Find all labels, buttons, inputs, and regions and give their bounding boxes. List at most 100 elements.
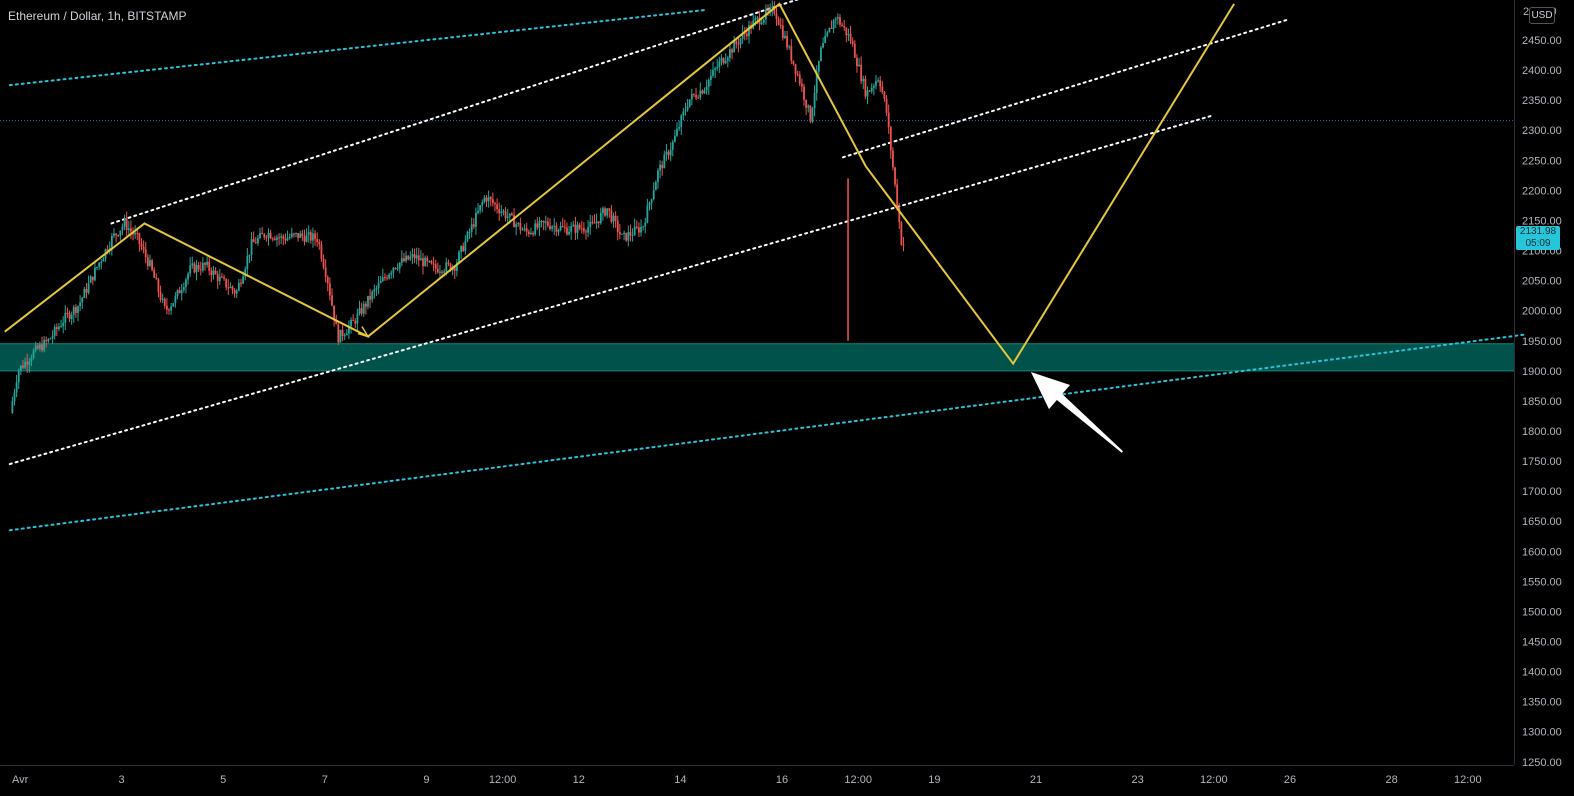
candle-body [68,313,71,320]
candle-body [51,335,54,339]
candle-body [820,47,822,61]
time-tick-label: 16 [776,774,788,786]
candle-body [521,229,524,231]
candle-body [248,254,251,257]
candle-body [673,135,676,142]
candle-body [155,277,158,280]
candle-body [483,197,486,203]
candle-body [193,263,196,273]
candle-body [257,238,259,244]
candle-body [195,264,198,273]
candle-body [282,236,285,239]
candle-body [53,327,56,336]
candle-body [85,288,88,293]
candle-body [208,261,211,271]
candle-body [182,287,185,291]
candle-body [773,6,776,14]
candle-body [684,109,687,112]
candle-body [106,249,109,251]
candle-body [168,309,170,311]
candle-body [369,295,371,300]
candle-body [707,79,710,87]
candle-body [709,75,712,80]
candle-body [341,329,344,337]
time-tick-label: 23 [1131,774,1143,786]
candle-body [312,233,314,241]
candle-body [432,263,435,265]
candle-body [813,93,816,109]
candle-body [197,264,200,270]
candle-body [898,207,901,223]
candle-body [151,260,153,270]
candle-body [176,290,179,297]
price-axis[interactable]: 2450.00 2400.00 2350.00 2300.00 2250.00 2200.… [1522,35,1562,769]
candle-body [458,251,460,263]
candle-body [417,255,420,261]
candle-body [663,154,666,169]
candle-body [665,151,668,155]
candle-body [269,232,272,239]
candle-body [91,276,94,281]
candle-body [273,238,276,240]
candle-body [731,49,733,53]
candle-body [333,305,336,321]
time-tick-label: 9 [423,774,429,786]
price-tick-label: 2200.00 [1522,185,1562,197]
candle-body [733,41,736,53]
candle-body [409,256,412,260]
candle-body [860,64,863,82]
candle-body [612,215,615,222]
candle-body [794,64,797,74]
candle-body [447,262,450,264]
candle-body [748,25,750,37]
price-tick-label: 2250.00 [1522,155,1562,167]
candle-body [877,80,879,82]
candle-body [261,232,264,235]
time-axis[interactable]: Avr 3 5 7 9 12:00 12 14 16 12:00 19 21 23 12:00 26 28 12… [12,774,1482,786]
candle-body [377,283,380,289]
candle-body [227,287,230,289]
candle-body [185,279,187,288]
candle-body [610,210,613,222]
candle-body [415,255,418,259]
currency-button[interactable]: USD [1529,7,1555,24]
candle-body [544,221,547,223]
candle-body [515,224,518,228]
candle-body [864,78,867,97]
candle-body [146,257,149,266]
candle-body [47,339,50,342]
candle-body [443,271,446,273]
candle-body [392,267,395,273]
candle-body [527,231,530,235]
candle-body [439,271,441,273]
candle-body [475,212,477,227]
candle-body [743,33,746,35]
candle-body [403,258,405,262]
candle-body [136,232,139,234]
candle-body [144,249,147,258]
candle-body [17,370,20,383]
candle-body [140,243,143,247]
symbol-legend[interactable]: Ethereum / Dollar, 1h, BITSTAMP [8,9,187,23]
candle-body [356,313,359,324]
candle-body [206,261,209,265]
candle-body [407,255,410,260]
candle-body [43,339,46,351]
candle-body [652,190,655,200]
candle-body [242,276,244,284]
candle-body [314,233,316,240]
candle-body [640,226,642,233]
candle-body [832,20,835,29]
candle-body [348,326,350,334]
candle-body [320,244,323,259]
candle-body [549,225,551,229]
candle-body [468,231,471,233]
candle-body [24,361,26,368]
candle-body [102,258,105,262]
candle-body [462,246,465,252]
candle-body [737,43,740,45]
candle-body [646,205,649,223]
price-tick-label: 1400.00 [1522,667,1562,679]
candle-body [89,276,92,283]
